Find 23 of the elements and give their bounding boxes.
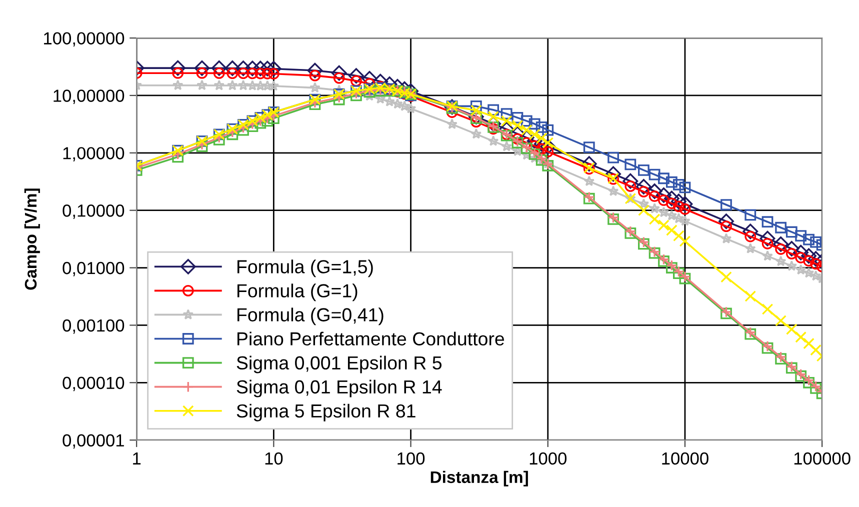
y-tick-label: 0,01000 bbox=[62, 262, 124, 276]
y-axis-title: Campo [V/m] bbox=[24, 188, 40, 290]
legend-label: Piano Perfettamente Conduttore bbox=[237, 332, 504, 346]
x-tick-label: 10000 bbox=[662, 452, 708, 465]
x-axis-title: Distanza [m] bbox=[430, 470, 528, 486]
x-tick-label: 1 bbox=[133, 452, 141, 464]
y-tick-label: 100,00000 bbox=[44, 32, 124, 47]
legend-label: Sigma 0,001 Epsilon R 5 bbox=[236, 356, 442, 374]
y-tick-label: 0,00010 bbox=[62, 376, 124, 392]
legend-label: Formula (G=1,5) bbox=[237, 260, 373, 278]
y-tick-label: 1,00000 bbox=[63, 147, 124, 162]
legend-label: Formula (G=0,41) bbox=[237, 308, 384, 326]
x-tick-label: 10 bbox=[265, 452, 283, 465]
y-tick-label: 0,00100 bbox=[62, 319, 124, 334]
legend-label: Formula (G=1) bbox=[237, 284, 358, 302]
x-tick-label: 100 bbox=[398, 452, 425, 465]
x-tick-label: 100000 bbox=[794, 452, 850, 465]
y-tick-label: 10,00000 bbox=[54, 90, 124, 104]
y-tick-label: 0,00001 bbox=[62, 434, 124, 449]
x-tick-label: 1000 bbox=[530, 452, 567, 465]
legend-label: Sigma 0,01 Epsilon R 14 bbox=[236, 380, 442, 398]
y-tick-label: 0,10000 bbox=[62, 204, 124, 219]
legend-label: Sigma 5 Epsilon R 81 bbox=[236, 404, 416, 422]
